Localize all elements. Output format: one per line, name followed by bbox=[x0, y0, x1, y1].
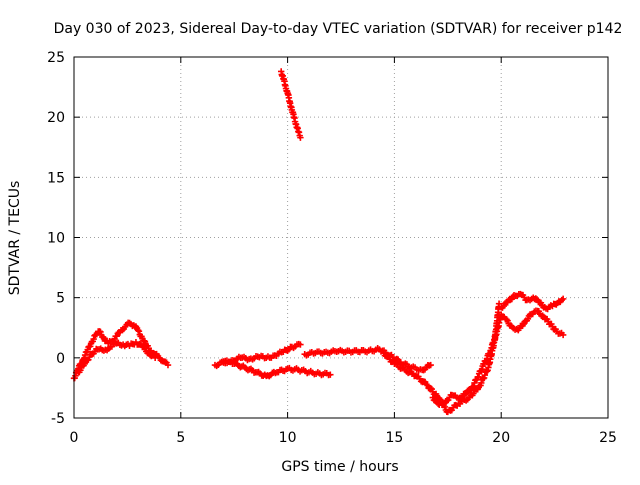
data-point-fill bbox=[441, 403, 449, 411]
series-satellite-track-9 bbox=[495, 307, 567, 339]
data-point-fill bbox=[469, 383, 477, 391]
chart-title: Day 030 of 2023, Sidereal Day-to-day VTE… bbox=[54, 21, 623, 37]
data-point-fill bbox=[432, 396, 440, 404]
series-satellite-track-6 bbox=[301, 345, 434, 374]
data-point bbox=[297, 134, 304, 141]
data-point bbox=[423, 381, 430, 388]
series-satellite-track-1 bbox=[70, 319, 172, 382]
x-tick-label: 20 bbox=[492, 430, 510, 446]
data-point-fill bbox=[470, 382, 477, 390]
data-point-fill bbox=[135, 328, 143, 335]
data-point bbox=[559, 295, 567, 303]
data-point bbox=[327, 371, 334, 378]
data-point bbox=[164, 361, 172, 369]
y-axis-label: SDTVAR / TECUs bbox=[7, 181, 23, 296]
x-axis-label: GPS time / hours bbox=[281, 459, 398, 475]
data-point bbox=[427, 361, 434, 369]
axis-ticks bbox=[73, 56, 609, 419]
data-point bbox=[134, 326, 142, 334]
series-satellite-track-5 bbox=[277, 68, 304, 141]
series-satellite-track-3 bbox=[211, 340, 304, 370]
data-point bbox=[297, 341, 304, 348]
x-tick-label: 5 bbox=[176, 430, 185, 446]
data-marks bbox=[70, 68, 567, 416]
y-tick-label: -5 bbox=[51, 411, 65, 427]
grid-lines bbox=[74, 57, 608, 418]
data-point-fill bbox=[77, 366, 84, 374]
data-point-fill bbox=[90, 335, 97, 343]
y-tick-label: 25 bbox=[47, 50, 65, 66]
data-point-fill bbox=[427, 384, 434, 392]
y-tick-label: 5 bbox=[56, 291, 65, 307]
data-point-fill bbox=[503, 316, 510, 323]
data-point bbox=[495, 300, 503, 307]
y-tick-label: 0 bbox=[56, 351, 65, 367]
y-tick-label: 10 bbox=[47, 231, 65, 247]
x-tick-label: 0 bbox=[70, 430, 79, 446]
data-point-fill bbox=[140, 337, 148, 344]
y-tick-label: 20 bbox=[47, 110, 65, 126]
x-tick-label: 15 bbox=[385, 430, 403, 446]
y-tick-labels: -5 0 5 10 15 20 25 bbox=[47, 50, 65, 427]
data-point bbox=[151, 354, 159, 362]
data-point-fill bbox=[532, 295, 540, 302]
series-satellite-track-10 bbox=[498, 290, 567, 313]
series-satellite-track-2 bbox=[75, 338, 159, 376]
y-tick-label: 15 bbox=[47, 170, 65, 186]
x-tick-labels: 0 5 10 15 20 25 bbox=[70, 430, 617, 446]
x-tick-label: 25 bbox=[599, 430, 617, 446]
data-point-fill bbox=[97, 328, 104, 336]
series-satellite-track-4 bbox=[220, 358, 334, 380]
x-tick-label: 10 bbox=[279, 430, 297, 446]
data-point bbox=[559, 331, 567, 339]
data-point-fill bbox=[384, 352, 391, 359]
